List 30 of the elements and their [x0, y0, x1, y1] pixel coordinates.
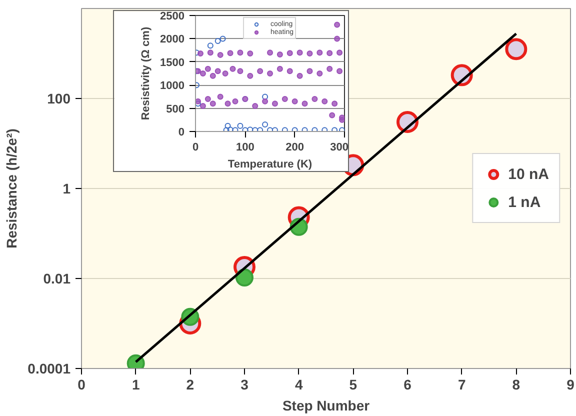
- y-tick-label: 2000: [160, 34, 185, 46]
- y-tick-label: 0: [178, 126, 185, 138]
- x-axis-title: Temperature (K): [228, 158, 312, 170]
- x-tick-label: 9: [566, 376, 575, 392]
- y-tick-label: 1500: [160, 56, 185, 69]
- y-tick-label: 1: [62, 180, 71, 196]
- x-tick-label: 6: [404, 376, 412, 392]
- y-axis-title: Resistance (h/2e²): [4, 128, 20, 248]
- x-tick-label: 1: [132, 376, 140, 392]
- x-tick-label: 0: [78, 376, 86, 392]
- x-tick-label: 7: [458, 376, 466, 392]
- x-tick-label: 4: [294, 376, 303, 392]
- x-tick-label: 2: [186, 376, 194, 392]
- x-tick-label: 5: [349, 376, 358, 392]
- x-tick-label: 8: [512, 376, 520, 392]
- x-tick-label: 0: [192, 142, 199, 154]
- x-axis-title: Step Number: [282, 398, 370, 414]
- y-tick-label: 1000: [160, 80, 185, 92]
- x-tick-label: 3: [240, 376, 249, 392]
- legend-label: 10 nA: [508, 164, 549, 184]
- legend-label: 1 nA: [508, 192, 541, 212]
- x-tick-label: 100: [236, 142, 254, 154]
- y-tick-label: 0.0001: [28, 360, 71, 376]
- y-axis-title: Resistivity (Ω cm): [140, 26, 152, 120]
- x-tick-label: 200: [286, 142, 304, 154]
- y-tick-label: 100: [47, 90, 71, 106]
- y-tick-label: 0.01: [43, 270, 71, 286]
- x-tick-label: 300: [330, 142, 349, 154]
- y-tick-label: 500: [166, 103, 185, 116]
- y-tick-label: 2500: [160, 10, 185, 22]
